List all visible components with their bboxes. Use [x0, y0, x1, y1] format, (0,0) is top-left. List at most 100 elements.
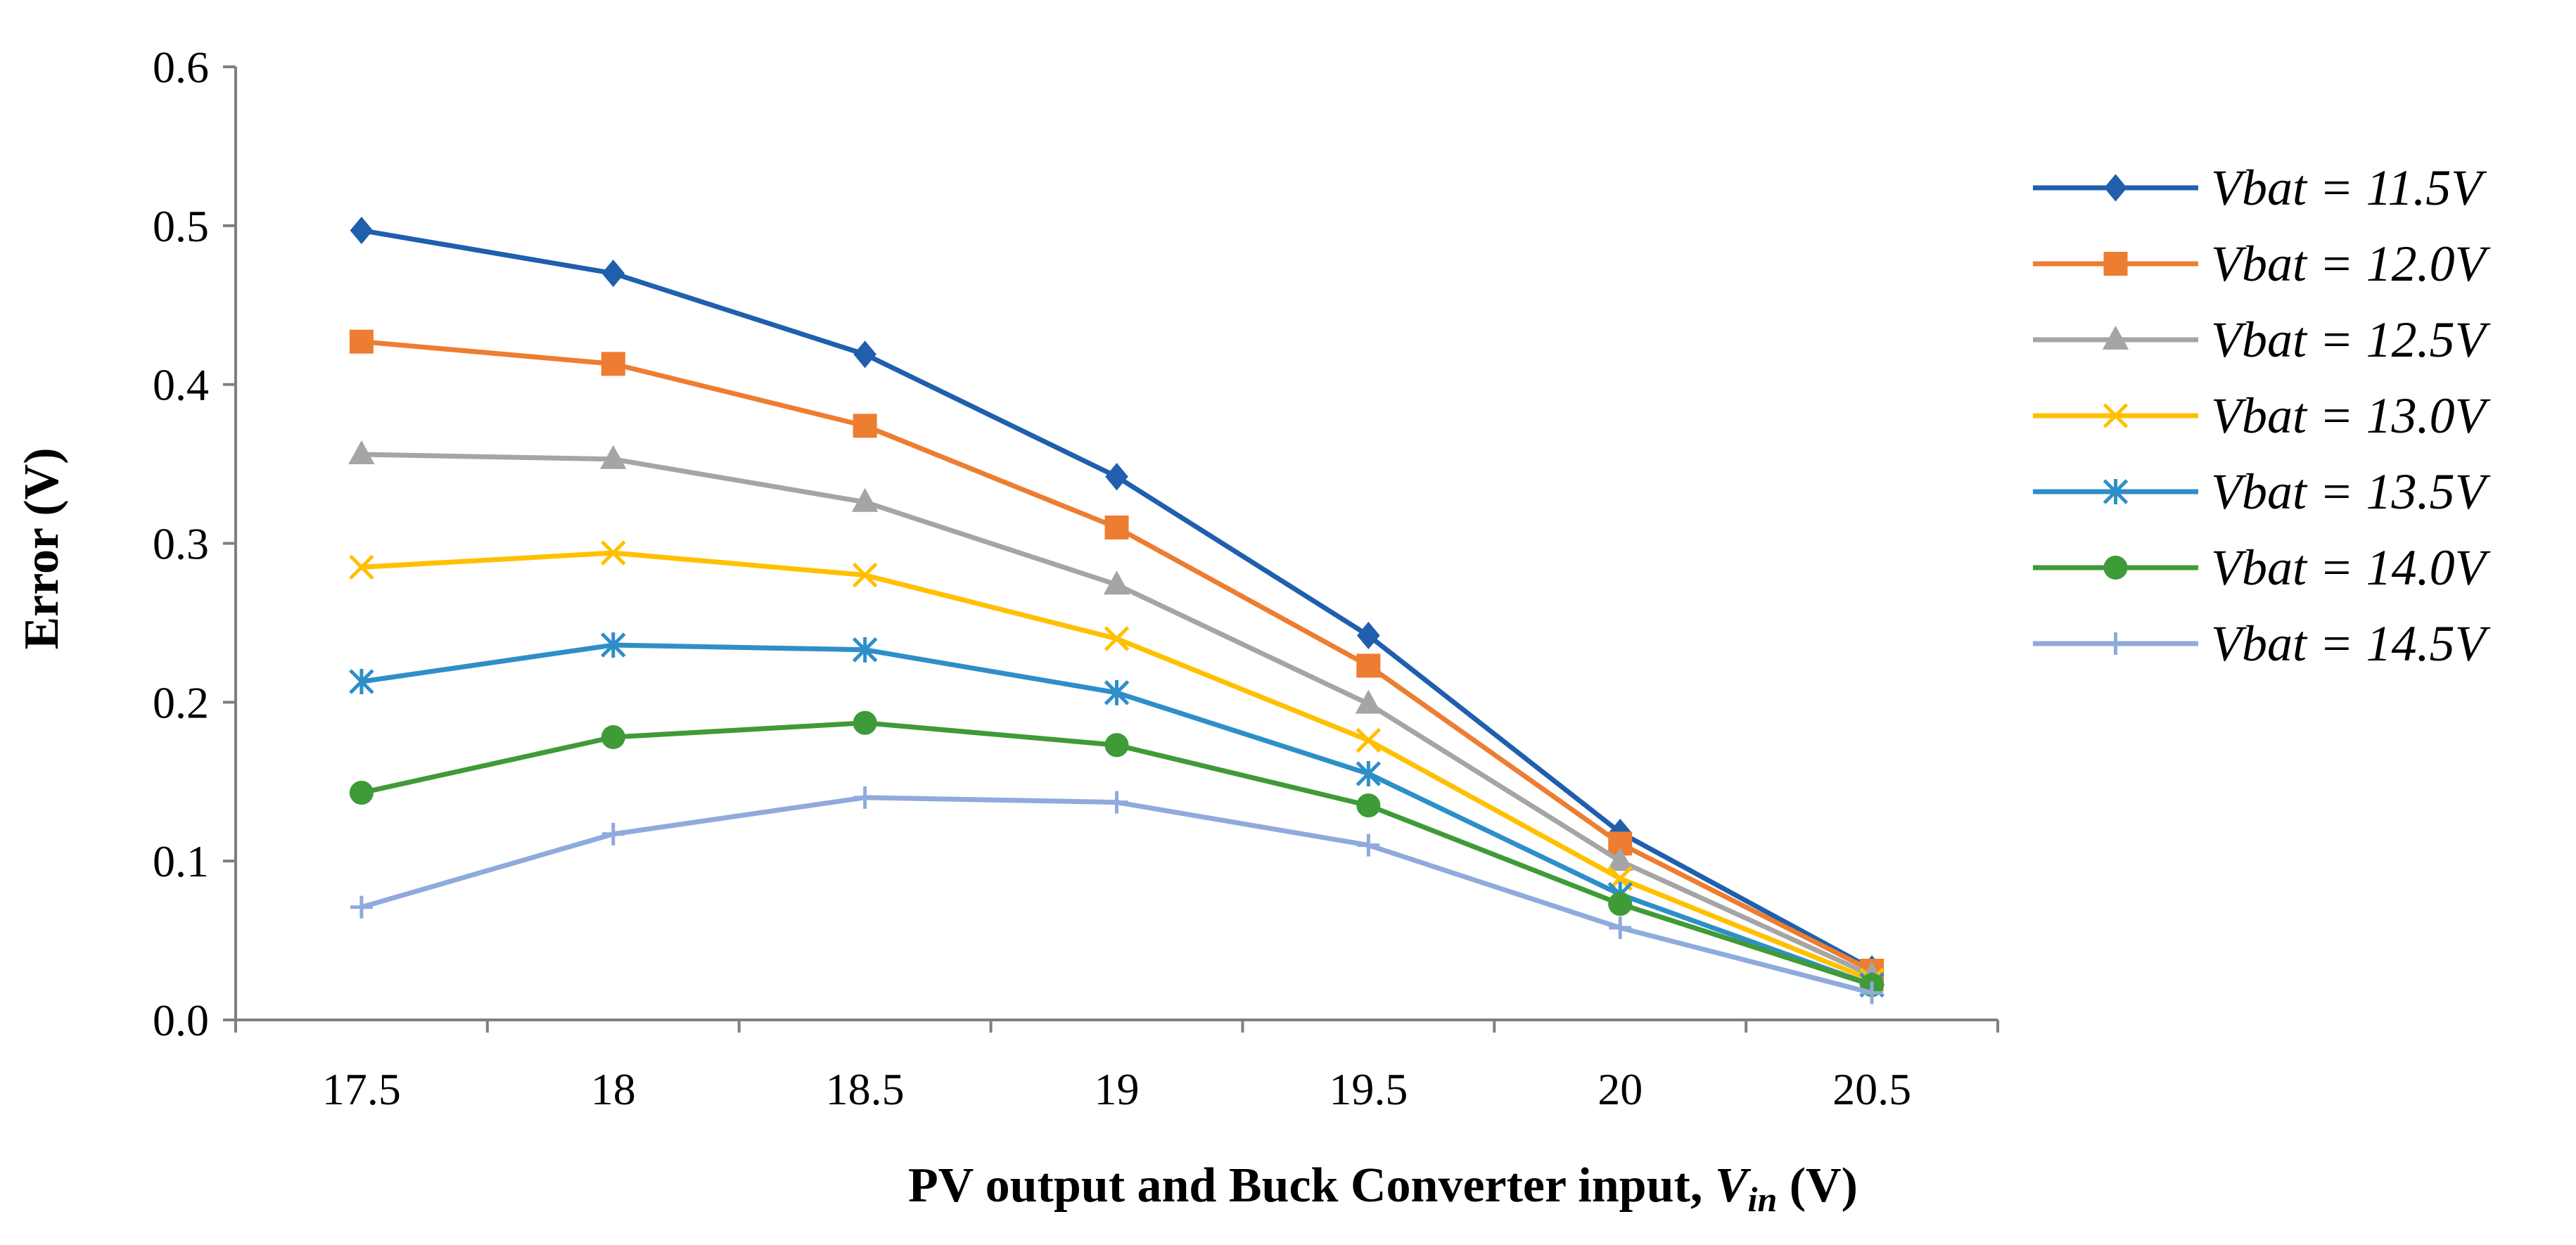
data-point [1356, 760, 1382, 786]
series-4 [349, 540, 1885, 993]
data-point-stroke [349, 554, 374, 580]
series-2 [349, 329, 1885, 983]
data-point [601, 540, 626, 566]
data-point [349, 668, 374, 694]
x-axis-title-subscript: in [1748, 1180, 1778, 1219]
x-tick-label: 20 [1598, 1064, 1643, 1114]
data-point [601, 352, 625, 376]
legend-marker [2103, 556, 2128, 580]
legend-item: Vbat = 13.5V [2033, 464, 2491, 520]
legend-label: Vbat = 12.5V [2211, 312, 2491, 368]
axes [234, 67, 1998, 1021]
legend-item: Vbat = 12.0V [2033, 236, 2491, 292]
data-point [348, 440, 375, 465]
data-point [350, 217, 374, 245]
data-point [1355, 689, 1382, 714]
x-axis-title: PV output and Buck Converter input, Vin … [908, 1158, 1858, 1219]
x-tick-label: 20.5 [1832, 1064, 1911, 1114]
data-point [1861, 981, 1884, 1004]
data-point [349, 329, 374, 354]
data-point [853, 710, 877, 735]
x-tick-label: 19.5 [1329, 1064, 1408, 1114]
y-tick-label: 0.4 [153, 360, 209, 410]
x-tick-label: 17.5 [322, 1064, 401, 1114]
x-axis-title-unit: (V) [1777, 1158, 1858, 1213]
data-point [1104, 626, 1130, 651]
data-point [1357, 834, 1380, 857]
legend-label: Vbat = 11.5V [2211, 160, 2487, 216]
legend-marker [2103, 479, 2129, 504]
legend-label: Vbat = 13.0V [2211, 388, 2491, 444]
series-3 [348, 440, 1885, 985]
ticks: 0.0 0.1 0.2 0.3 0.4 0.5 0.6 17.5 18 18.5 19 19.5 20 2… [153, 42, 1999, 1114]
legend-item: Vbat = 12.5V [2033, 312, 2491, 368]
data-point-stroke [1104, 626, 1130, 651]
data-point [1104, 679, 1130, 706]
data-point [1105, 791, 1128, 814]
data-point [853, 340, 876, 369]
series-7 [350, 786, 1884, 1004]
data-point [852, 562, 878, 588]
legend-label: Vbat = 13.5V [2211, 464, 2491, 520]
data-point [601, 260, 625, 288]
data-point-stroke [1356, 727, 1382, 753]
legend-item: Vbat = 14.0V [2033, 540, 2491, 596]
data-point [349, 781, 374, 805]
series-line [361, 550, 1873, 983]
legend-label: Vbat = 12.0V [2211, 236, 2491, 292]
data-point [600, 445, 627, 469]
data-point [349, 554, 374, 580]
data-point [1609, 917, 1632, 940]
data-point [853, 414, 877, 438]
legend-item: Vbat = 14.5V [2033, 615, 2491, 672]
legend: Vbat = 11.5V Vbat = 12.0V Vbat = 12.5V Vbat… [2033, 160, 2491, 672]
legend-marker [2103, 252, 2128, 276]
y-tick-label: 0.1 [153, 836, 209, 886]
legend-label: Vbat = 14.5V [2211, 615, 2491, 672]
legend-item: Vbat = 11.5V [2033, 160, 2487, 216]
legend-label: Vbat = 14.0V [2211, 540, 2491, 596]
series-line [360, 795, 1873, 995]
data-point [1608, 892, 1633, 917]
series-group [348, 217, 1885, 1004]
legend-marker [2102, 325, 2129, 350]
series-1 [350, 217, 1884, 983]
data-point [1357, 621, 1380, 650]
data-point-stroke [852, 562, 878, 588]
data-point [1607, 847, 1633, 872]
data-point [853, 786, 876, 809]
legend-marker [2103, 403, 2129, 428]
y-tick-label: 0.0 [153, 995, 209, 1045]
legend-marker [2104, 174, 2127, 202]
y-tick-label: 0.5 [153, 201, 209, 251]
data-point [1356, 653, 1381, 678]
data-point [1105, 463, 1128, 491]
data-point [601, 822, 625, 845]
series-line [361, 339, 1873, 973]
x-tick-label: 18.5 [826, 1064, 905, 1114]
data-point [851, 487, 879, 512]
data-point [1104, 733, 1129, 758]
x-tick-label: 19 [1095, 1064, 1140, 1114]
legend-marker-stroke [2103, 403, 2129, 428]
x-axis-title-symbol: V [1715, 1158, 1752, 1213]
data-point [852, 637, 878, 663]
series-5 [349, 632, 1885, 998]
series-6 [349, 710, 1885, 997]
data-point [1103, 570, 1130, 595]
data-point-stroke [601, 540, 626, 566]
data-point [601, 725, 625, 750]
x-tick-label: 18 [591, 1064, 636, 1114]
legend-marker [2104, 632, 2127, 655]
data-point [1356, 793, 1381, 818]
data-point [1356, 727, 1382, 753]
x-axis-title-text: PV output and Buck Converter input, [908, 1158, 1715, 1213]
data-point [601, 632, 626, 658]
data-point [1104, 515, 1129, 540]
y-tick-label: 0.3 [153, 519, 209, 569]
legend-item: Vbat = 13.0V [2033, 388, 2491, 444]
y-tick-label: 0.6 [153, 42, 209, 92]
y-axis-title: Error (V) [15, 447, 69, 649]
data-point [350, 895, 373, 919]
